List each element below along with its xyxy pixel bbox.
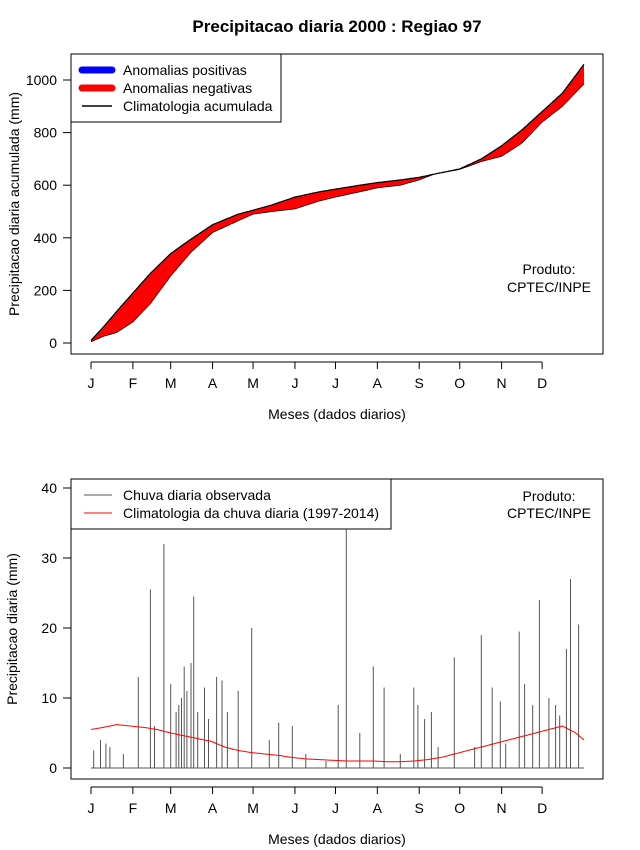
x-tick-label-month: D	[537, 375, 547, 391]
x-tick-label-month: M	[247, 800, 259, 816]
y-tick-label: 0	[49, 760, 57, 776]
legend-label-climatology: Climatologia da chuva diaria (1997-2014)	[123, 505, 379, 521]
x-tick-label-month: N	[497, 375, 507, 391]
legend-label-negative: Anomalias negativas	[123, 80, 252, 96]
x-tick-label-month: J	[332, 375, 339, 391]
x-tick-label-month: S	[415, 800, 424, 816]
legend-label-positive: Anomalias positivas	[123, 62, 247, 78]
legend-box	[70, 478, 392, 530]
y-tick-label: 600	[34, 177, 58, 193]
cumulative-precip-panel: Precipitacao diaria 2000 : Regiao 97 0 20…	[6, 17, 604, 422]
climatology-daily-line	[90, 724, 585, 763]
y-axis: 0 200 400 600 800 1000	[26, 72, 71, 351]
y-tick-label: 20	[41, 620, 57, 636]
x-tick-label-month: M	[165, 800, 177, 816]
product-annotation-line-1: Produto:	[523, 488, 576, 504]
daily-precip-panel: 0 10 20 30 40 J F M A M J J A S O N D Precipitacao diar…	[4, 478, 604, 847]
x-tick-label-month: N	[497, 800, 507, 816]
y-axis-label: Precipitacao diaria acumulada (mm)	[6, 92, 22, 316]
legend-label-observed: Chuva diaria observada	[123, 487, 271, 503]
x-tick-label-month: A	[373, 375, 383, 391]
x-tick-label-month: M	[247, 375, 259, 391]
x-tick-label-month: A	[208, 375, 218, 391]
x-tick-label-month: M	[165, 375, 177, 391]
x-tick-label-month: O	[454, 375, 465, 391]
x-tick-label-month: J	[291, 800, 298, 816]
x-tick-label-month: J	[88, 800, 95, 816]
x-tick-label-month: O	[454, 800, 465, 816]
x-tick-label-month: A	[373, 800, 383, 816]
x-tick-label-month: J	[332, 800, 339, 816]
climatology-cumulative-line	[90, 63, 585, 341]
observed-rain-bars	[91, 502, 584, 769]
x-axis-label: Meses (dados diarios)	[268, 831, 406, 847]
legend: Chuva diaria observada Climatologia da c…	[70, 478, 392, 530]
legend: Anomalias positivas Anomalias negativas …	[70, 53, 282, 123]
legend-label-climatology: Climatologia acumulada	[123, 98, 273, 114]
x-tick-label-month: J	[291, 375, 298, 391]
x-tick-label-month: J	[88, 375, 95, 391]
y-tick-label: 800	[34, 125, 58, 141]
x-tick-label-month: S	[415, 375, 424, 391]
product-annotation-line-2: CPTEC/INPE	[507, 505, 591, 521]
y-axis: 0 10 20 30 40	[41, 480, 71, 776]
climatology-line	[90, 724, 585, 763]
y-tick-label: 1000	[26, 72, 57, 88]
x-tick-label-month: A	[208, 800, 218, 816]
cumulative-lines	[90, 63, 585, 343]
observed-cumulative-line	[90, 83, 585, 343]
y-axis-label: Precipitacao diaria (mm)	[4, 553, 20, 705]
plot-frame	[70, 53, 604, 355]
y-tick-label: 30	[41, 550, 57, 566]
x-tick-label-month: F	[129, 375, 138, 391]
x-tick-label-month: F	[129, 800, 138, 816]
chart-title: Precipitacao diaria 2000 : Regiao 97	[192, 17, 481, 36]
y-tick-label: 10	[41, 690, 57, 706]
x-axis-label: Meses (dados diarios)	[268, 406, 406, 422]
product-annotation-line-1: Produto:	[523, 261, 576, 277]
product-annotation-line-2: CPTEC/INPE	[507, 279, 591, 295]
y-tick-label: 0	[49, 335, 57, 351]
y-tick-label: 400	[34, 230, 58, 246]
x-tick-label-month: D	[537, 800, 547, 816]
y-tick-label: 200	[34, 282, 58, 298]
y-tick-label: 40	[41, 480, 57, 496]
